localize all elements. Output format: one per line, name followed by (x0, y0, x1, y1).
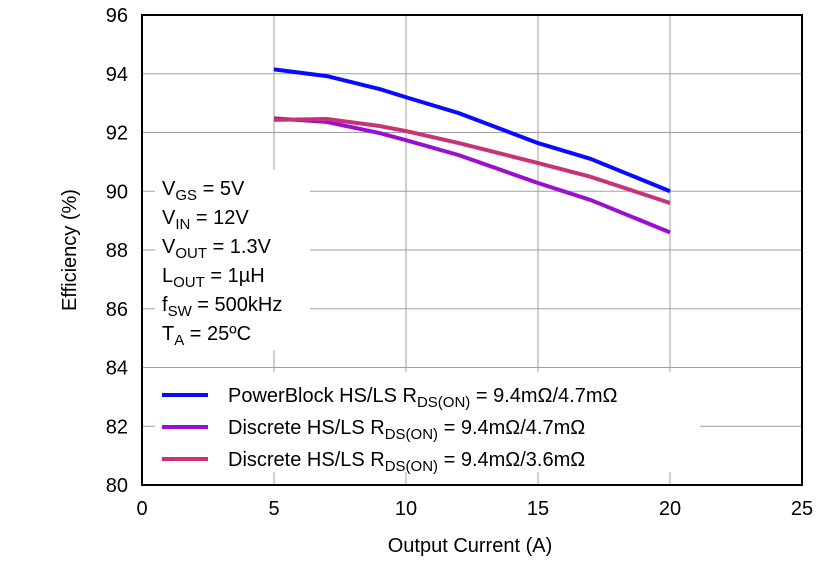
y-tick-label: 88 (106, 240, 128, 262)
legend-label-part: DS(ON) (417, 394, 470, 411)
legend-box (155, 372, 700, 472)
legend-label-part: Discrete HS/LS R (228, 417, 385, 439)
annotation-part: V (162, 178, 176, 200)
y-tick-label: 90 (106, 181, 128, 203)
y-tick-label: 94 (106, 64, 128, 86)
x-tick-label: 25 (791, 498, 813, 520)
series-line (273, 116, 671, 235)
annotation: LOUT = 1µH (162, 265, 265, 291)
legend-label: Discrete HS/LS RDS(ON) = 9.4mΩ/3.6mΩ (228, 449, 585, 475)
y-tick-label: 84 (106, 358, 128, 380)
annotation-part: A (174, 332, 184, 349)
y-tick-label: 96 (106, 5, 128, 27)
annotation-part: T (162, 323, 174, 345)
annotation: TA = 25ºC (162, 323, 251, 349)
annotation-part: IN (175, 216, 190, 233)
legend-label-part: DS(ON) (385, 426, 438, 443)
legend-label-part: DS(ON) (385, 458, 438, 475)
x-tick-label: 5 (268, 498, 279, 520)
y-tick-label: 86 (106, 299, 128, 321)
annotation-part: = 500kHz (192, 294, 283, 316)
annotation-part: = 12V (190, 207, 249, 229)
annotation-part: OUT (175, 245, 207, 262)
annotation: VGS = 5V (162, 178, 245, 204)
legend-label-part: = 9.4mΩ/4.7mΩ (438, 417, 585, 439)
x-tick-label: 20 (659, 498, 681, 520)
x-tick-label: 15 (527, 498, 549, 520)
annotation-part: OUT (173, 274, 205, 291)
annotation-part: V (162, 236, 176, 258)
annotation-part: L (162, 265, 173, 287)
annotation-part: = 1µH (205, 265, 265, 287)
annotation: VOUT = 1.3V (162, 236, 272, 262)
annotation-part: V (162, 207, 176, 229)
series-line (273, 67, 671, 194)
annotation-part: SW (168, 303, 193, 320)
annotation-part: f (162, 294, 168, 316)
legend-label-part: PowerBlock HS/LS R (228, 385, 417, 407)
annotation-part: = 5V (197, 178, 245, 200)
plot-border (141, 14, 803, 486)
x-tick-label: 10 (395, 498, 417, 520)
legend-label: Discrete HS/LS RDS(ON) = 9.4mΩ/4.7mΩ (228, 417, 585, 443)
series-line (273, 116, 671, 205)
annotation-part: GS (175, 187, 197, 204)
x-axis-label: Output Current (A) (388, 535, 553, 557)
annotation-box (155, 170, 310, 350)
y-axis-label: Efficiency (%) (59, 189, 81, 311)
annotation-part: = 25ºC (184, 323, 251, 345)
x-tick-label: 0 (136, 498, 147, 520)
legend-label-part: = 9.4mΩ/3.6mΩ (438, 449, 585, 471)
legend-label-part: = 9.4mΩ/4.7mΩ (470, 385, 617, 407)
annotation: fSW = 500kHz (162, 294, 282, 320)
annotation-part: = 1.3V (207, 236, 272, 258)
y-tick-label: 80 (106, 475, 128, 497)
legend-label: PowerBlock HS/LS RDS(ON) = 9.4mΩ/4.7mΩ (228, 385, 618, 411)
y-tick-label: 92 (106, 123, 128, 145)
legend-label-part: Discrete HS/LS R (228, 449, 385, 471)
annotation: VIN = 12V (162, 207, 249, 233)
y-tick-label: 82 (106, 416, 128, 438)
